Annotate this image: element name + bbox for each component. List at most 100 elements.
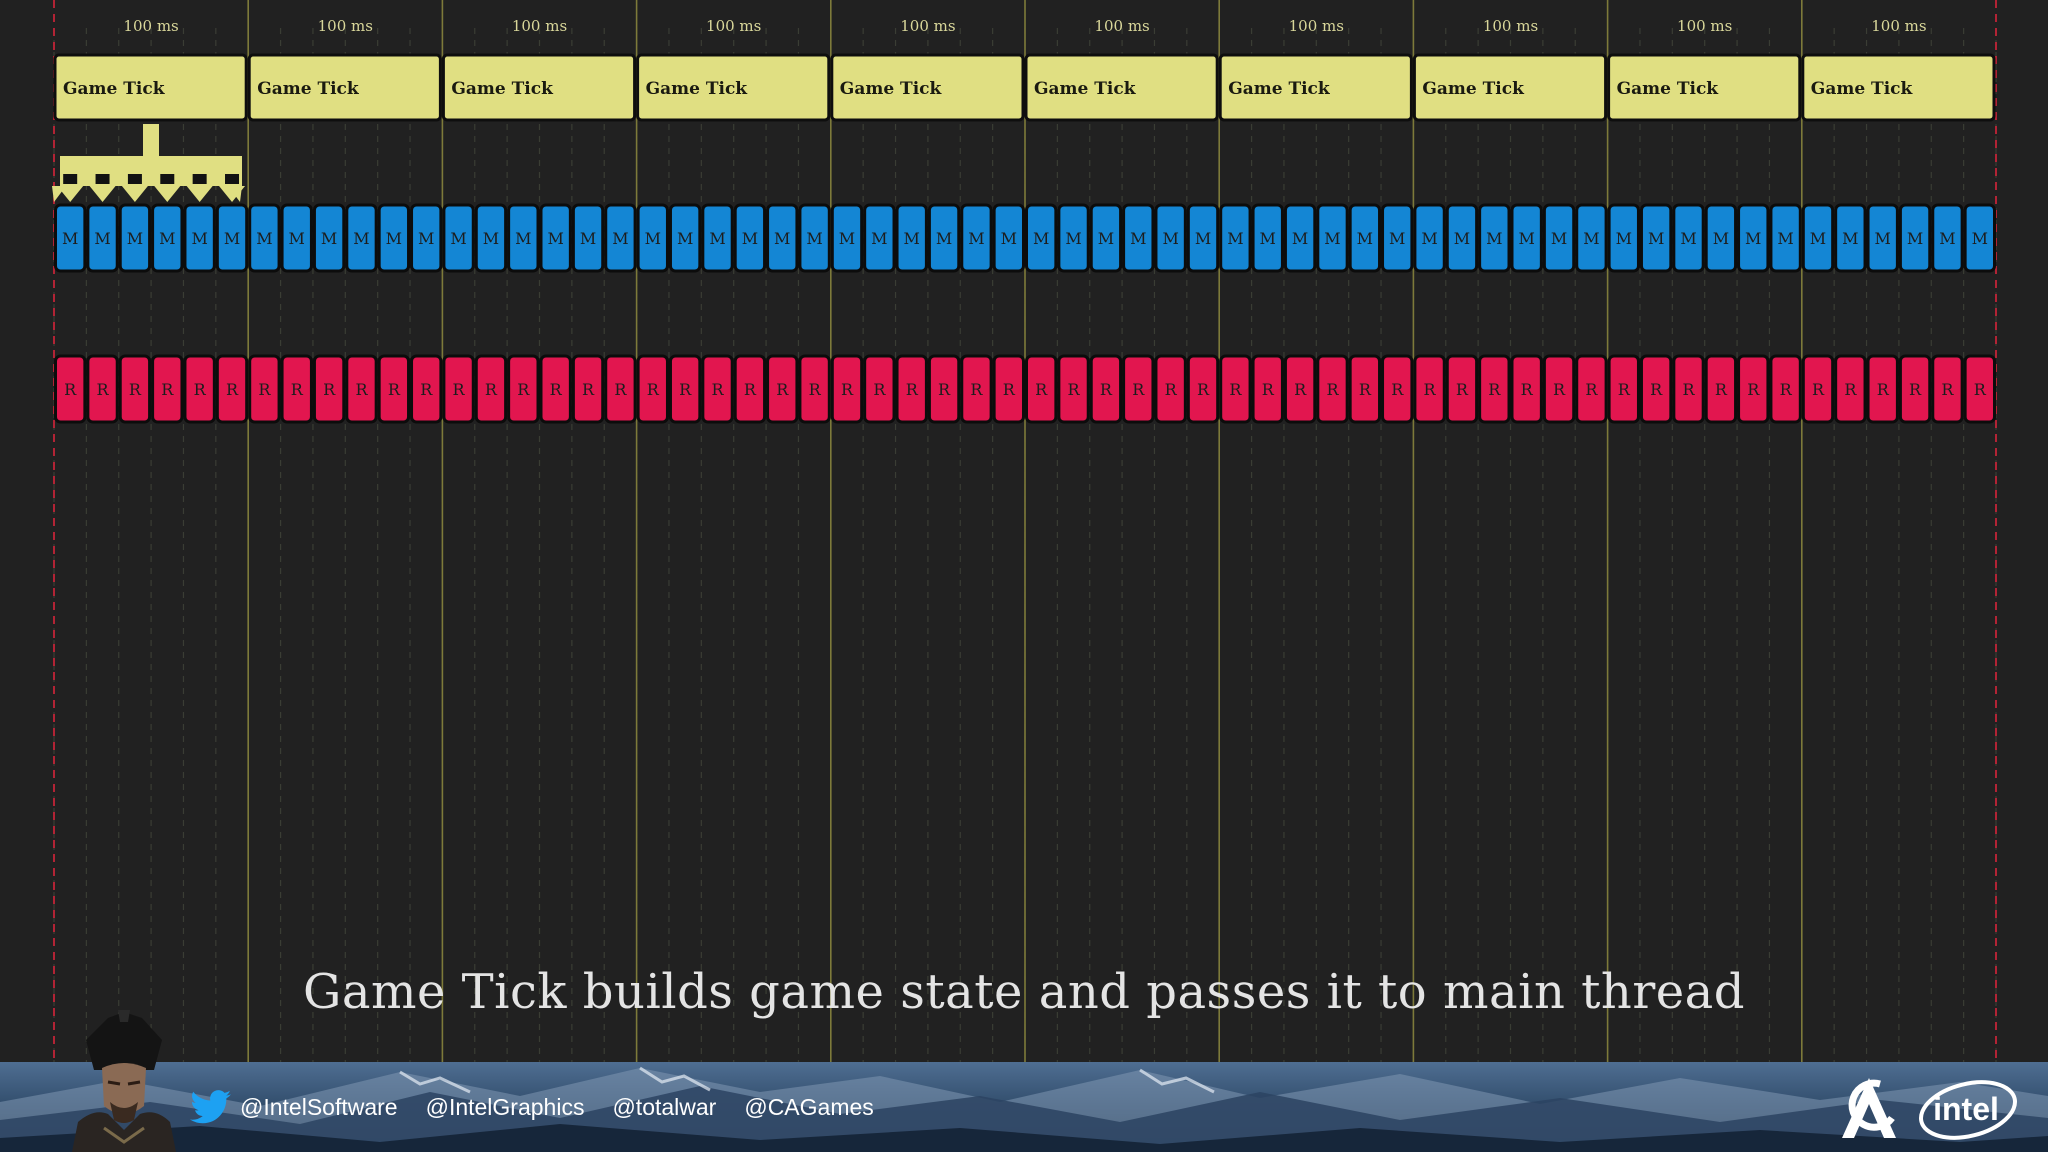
- render-thread-block: R: [571, 354, 605, 424]
- main-thread-block-box: [830, 203, 864, 273]
- main-thread-block-box: [895, 203, 928, 273]
- twitter-icon[interactable]: [190, 1090, 232, 1124]
- game-tick-label: Game Tick: [646, 79, 749, 99]
- render-thread-block-box: [1737, 354, 1770, 424]
- game-tick-block: Game Tick: [636, 53, 831, 122]
- render-thread-block: R: [1866, 354, 1899, 424]
- interval-label: 100 ms: [123, 17, 178, 35]
- render-thread-block: R: [215, 354, 249, 424]
- main-thread-block: M: [151, 203, 184, 273]
- game-tick-box: [830, 53, 1025, 122]
- render-thread-block: R: [1186, 354, 1220, 424]
- game-tick-row: Game Tick Game Tick Game Tick Game Tick Game…: [53, 53, 1996, 122]
- render-thread-block-box: [1834, 354, 1867, 424]
- render-thread-block-box: [1186, 354, 1220, 424]
- render-thread-block-label: R: [1035, 380, 1048, 399]
- render-thread-block-box: [571, 354, 605, 424]
- render-thread-block-label: R: [1424, 380, 1437, 399]
- state-transfer-arrow: [52, 124, 246, 202]
- main-thread-block-box: [151, 203, 184, 273]
- main-thread-block-label: M: [1389, 229, 1405, 248]
- main-thread-block: M: [604, 203, 637, 273]
- interval-label: 100 ms: [1677, 17, 1732, 35]
- main-thread-block: M: [992, 203, 1026, 273]
- main-thread-block-label: M: [1875, 229, 1891, 248]
- render-thread-block-box: [312, 354, 346, 424]
- main-thread-block-label: M: [677, 229, 693, 248]
- main-thread-block: M: [507, 203, 540, 273]
- main-thread-block: M: [701, 203, 734, 273]
- render-thread-block: R: [1122, 354, 1155, 424]
- main-thread-block-box: [248, 203, 281, 273]
- main-thread-block-label: M: [904, 229, 920, 248]
- main-thread-block-box: [474, 203, 508, 273]
- render-thread-block-box: [636, 354, 669, 424]
- render-thread-block-label: R: [582, 380, 595, 399]
- render-thread-block-label: R: [420, 380, 433, 399]
- render-thread-block-label: R: [776, 380, 789, 399]
- main-thread-block-box: [183, 203, 216, 273]
- main-thread-block-label: M: [1939, 229, 1955, 248]
- handle-intelsoftware[interactable]: @IntelSoftware: [240, 1093, 398, 1120]
- main-thread-block-box: [1672, 203, 1705, 273]
- main-thread-block: M: [1025, 203, 1058, 273]
- render-thread-block-label: R: [1715, 380, 1728, 399]
- interval-label: 100 ms: [706, 17, 761, 35]
- main-thread-block: M: [1219, 203, 1252, 273]
- render-thread-block-label: R: [194, 380, 207, 399]
- render-thread-block-label: R: [161, 380, 174, 399]
- render-thread-block-box: [1445, 354, 1479, 424]
- main-thread-block-label: M: [774, 229, 790, 248]
- render-thread-block: R: [118, 354, 152, 424]
- render-thread-block-label: R: [550, 380, 563, 399]
- arrow-notch: [127, 174, 142, 184]
- main-thread-block-label: M: [224, 229, 240, 248]
- game-tick-label: Game Tick: [257, 79, 360, 99]
- render-thread-block-label: R: [744, 380, 757, 399]
- render-thread-block-label: R: [809, 380, 822, 399]
- main-thread-block: M: [1672, 203, 1705, 273]
- main-thread-block-box: [1381, 203, 1414, 273]
- arrow-notch: [160, 174, 175, 184]
- render-thread-block-label: R: [1650, 380, 1663, 399]
- main-thread-block: M: [1251, 203, 1284, 273]
- main-thread-block-box: [1219, 203, 1252, 273]
- main-thread-block: M: [118, 203, 152, 273]
- render-thread-block-box: [960, 354, 993, 424]
- render-thread-block-label: R: [1812, 380, 1825, 399]
- interval-label: 100 ms: [1094, 17, 1149, 35]
- main-thread-block: M: [1607, 203, 1640, 273]
- main-thread-block: M: [766, 203, 799, 273]
- main-thread-block: M: [733, 203, 767, 273]
- main-thread-block-box: [1089, 203, 1123, 273]
- render-thread-block: R: [377, 354, 411, 424]
- main-thread-block-label: M: [1713, 229, 1729, 248]
- render-thread-block: R: [539, 354, 572, 424]
- render-thread-block-box: [1769, 354, 1802, 424]
- render-thread-block-box: [1283, 354, 1317, 424]
- game-tick-block: Game Tick: [1218, 53, 1413, 122]
- main-thread-block-box: [1834, 203, 1867, 273]
- render-thread-block-label: R: [711, 380, 724, 399]
- main-thread-block-label: M: [968, 229, 984, 248]
- handle-intelgraphics[interactable]: @IntelGraphics: [425, 1093, 585, 1120]
- render-thread-block-label: R: [1780, 380, 1793, 399]
- render-thread-block: R: [1510, 354, 1543, 424]
- game-tick-label: Game Tick: [1228, 79, 1331, 99]
- main-thread-block: M: [1478, 203, 1511, 273]
- handle-cagames[interactable]: @CAGames: [744, 1093, 874, 1120]
- render-thread-block-box: [1122, 354, 1155, 424]
- main-thread-block: M: [442, 203, 475, 273]
- render-thread-block-box: [830, 354, 864, 424]
- arrow-notch: [225, 174, 240, 184]
- main-thread-block-box: [604, 203, 637, 273]
- main-thread-block-label: M: [515, 229, 531, 248]
- main-thread-block-label: M: [709, 229, 725, 248]
- render-thread-block-box: [410, 354, 443, 424]
- render-thread-block-label: R: [291, 380, 304, 399]
- main-thread-block: M: [1737, 203, 1770, 273]
- handle-totalwar[interactable]: @totalwar: [612, 1093, 717, 1120]
- render-thread-block: R: [1413, 354, 1446, 424]
- render-thread-block-label: R: [1132, 380, 1145, 399]
- main-thread-block-box: [1542, 203, 1576, 273]
